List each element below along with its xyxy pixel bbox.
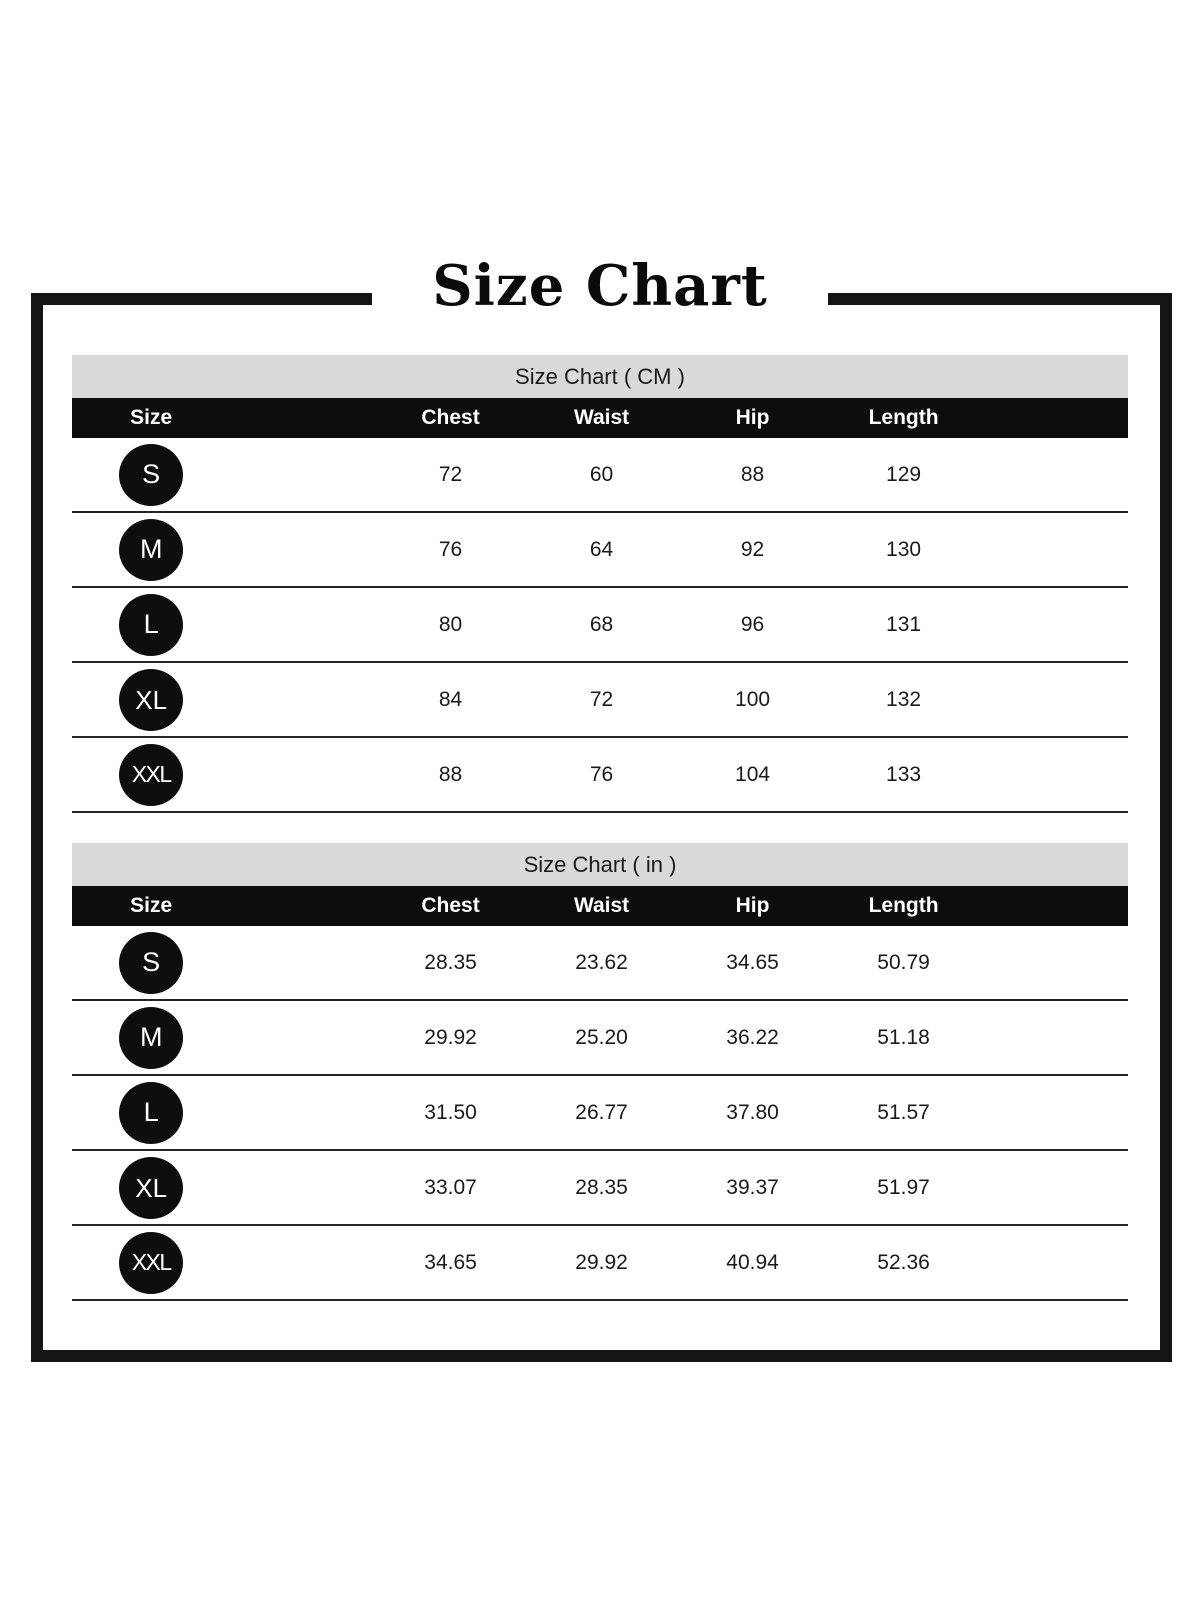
- measurement-value-hip: 40.94: [726, 1250, 779, 1274]
- table-rows-in: S 28.35 23.62 34.65 50.79 M 29.92 25.20 36.22 51.…: [72, 926, 1128, 1301]
- size-badge-xl: XL: [119, 668, 184, 731]
- column-header-size: Size: [130, 894, 173, 917]
- column-header-size: Size: [130, 406, 173, 429]
- measurement-value-chest: 29.92: [424, 1025, 477, 1049]
- measurement-value-length: 131: [886, 612, 922, 636]
- measurement-value-hip: 88: [740, 462, 765, 486]
- measurement-value-waist: 72: [589, 687, 614, 711]
- measurement-value-hip: 104: [735, 762, 771, 786]
- size-cell: XXL: [72, 1226, 230, 1299]
- size-badge-s: S: [119, 931, 184, 994]
- table-rows-cm: S 72 60 88 129 M 76 64 92 130 L 80 68 96 131 XL 84 72 100 1…: [72, 438, 1128, 813]
- size-row-l: L 80 68 96 131: [72, 588, 1128, 663]
- size-badge-xl: XL: [119, 1156, 184, 1219]
- page-title-wrap: Size Chart: [372, 243, 828, 329]
- size-cell: XL: [72, 663, 230, 736]
- size-badge-m: M: [119, 518, 184, 581]
- table-title-cm: Size Chart ( CM ): [72, 355, 1128, 398]
- page-title: Size Chart: [432, 253, 768, 319]
- measurement-value-hip: 100: [735, 687, 771, 711]
- size-cell: M: [72, 1001, 230, 1074]
- size-badge-l: L: [119, 1081, 184, 1144]
- size-badge-xxl: XXL: [119, 1231, 184, 1294]
- measurement-value-length: 51.97: [877, 1175, 930, 1199]
- size-row-xxl: XXL 88 76 104 133: [72, 738, 1128, 813]
- measurement-value-hip: 39.37: [726, 1175, 779, 1199]
- measurement-value-length: 50.79: [877, 950, 930, 974]
- size-row-m: M 29.92 25.20 36.22 51.18: [72, 1001, 1128, 1076]
- measurement-value-chest: 31.50: [424, 1100, 477, 1124]
- measurement-value-length: 52.36: [877, 1250, 930, 1274]
- measurement-value-length: 51.57: [877, 1100, 930, 1124]
- measurement-value-chest: 76: [438, 537, 463, 561]
- size-table-in: Size Chart ( in ) Size Chest Waist Hip Lengt…: [72, 843, 1128, 1301]
- measurement-value-chest: 72: [438, 462, 463, 486]
- size-cell: L: [72, 1076, 230, 1149]
- measurement-value-waist: 76: [589, 762, 614, 786]
- column-header-waist: Waist: [573, 406, 630, 429]
- measurement-value-length: 132: [886, 687, 922, 711]
- column-header-length: Length: [868, 894, 939, 917]
- measurement-value-chest: 28.35: [424, 950, 477, 974]
- size-row-s: S 72 60 88 129: [72, 438, 1128, 513]
- measurement-value-waist: 29.92: [575, 1250, 628, 1274]
- chart-frame: [31, 293, 1172, 1362]
- size-badge-s: S: [119, 443, 184, 506]
- measurement-value-waist: 28.35: [575, 1175, 628, 1199]
- column-header-length: Length: [868, 406, 939, 429]
- measurement-value-waist: 26.77: [575, 1100, 628, 1124]
- column-header-hip: Hip: [735, 406, 770, 429]
- size-row-s: S 28.35 23.62 34.65 50.79: [72, 926, 1128, 1001]
- measurement-value-hip: 34.65: [726, 950, 779, 974]
- measurement-value-waist: 68: [589, 612, 614, 636]
- measurement-value-hip: 96: [740, 612, 765, 636]
- column-header-chest: Chest: [421, 894, 480, 917]
- column-header-waist: Waist: [573, 894, 630, 917]
- measurement-value-length: 130: [886, 537, 922, 561]
- measurement-value-hip: 37.80: [726, 1100, 779, 1124]
- measurement-value-hip: 92: [740, 537, 765, 561]
- size-badge-xxl: XXL: [119, 743, 184, 806]
- size-cell: L: [72, 588, 230, 661]
- measurement-value-waist: 25.20: [575, 1025, 628, 1049]
- size-cell: M: [72, 513, 230, 586]
- size-row-m: M 76 64 92 130: [72, 513, 1128, 588]
- measurement-value-chest: 34.65: [424, 1250, 477, 1274]
- size-cell: S: [72, 926, 230, 999]
- measurement-value-chest: 88: [438, 762, 463, 786]
- table-header-cm: Size Chest Waist Hip Length: [72, 398, 1128, 438]
- size-badge-l: L: [119, 593, 184, 656]
- size-cell: S: [72, 438, 230, 511]
- measurement-value-chest: 80: [438, 612, 463, 636]
- table-title-in: Size Chart ( in ): [72, 843, 1128, 886]
- column-header-chest: Chest: [421, 406, 480, 429]
- size-table-cm: Size Chart ( CM ) Size Chest Waist Hip Lengt…: [72, 355, 1128, 813]
- size-row-l: L 31.50 26.77 37.80 51.57: [72, 1076, 1128, 1151]
- size-row-xxl: XXL 34.65 29.92 40.94 52.36: [72, 1226, 1128, 1301]
- size-cell: XL: [72, 1151, 230, 1224]
- size-row-xl: XL 33.07 28.35 39.37 51.97: [72, 1151, 1128, 1226]
- measurement-value-waist: 23.62: [575, 950, 628, 974]
- measurement-value-waist: 64: [589, 537, 614, 561]
- size-cell: XXL: [72, 738, 230, 811]
- column-header-hip: Hip: [735, 894, 770, 917]
- table-header-in: Size Chest Waist Hip Length: [72, 886, 1128, 926]
- size-badge-m: M: [119, 1006, 184, 1069]
- measurement-value-chest: 84: [438, 687, 463, 711]
- measurement-value-waist: 60: [589, 462, 614, 486]
- measurement-value-length: 133: [886, 762, 922, 786]
- size-row-xl: XL 84 72 100 132: [72, 663, 1128, 738]
- measurement-value-hip: 36.22: [726, 1025, 779, 1049]
- measurement-value-length: 51.18: [877, 1025, 930, 1049]
- measurement-value-chest: 33.07: [424, 1175, 477, 1199]
- measurement-value-length: 129: [886, 462, 922, 486]
